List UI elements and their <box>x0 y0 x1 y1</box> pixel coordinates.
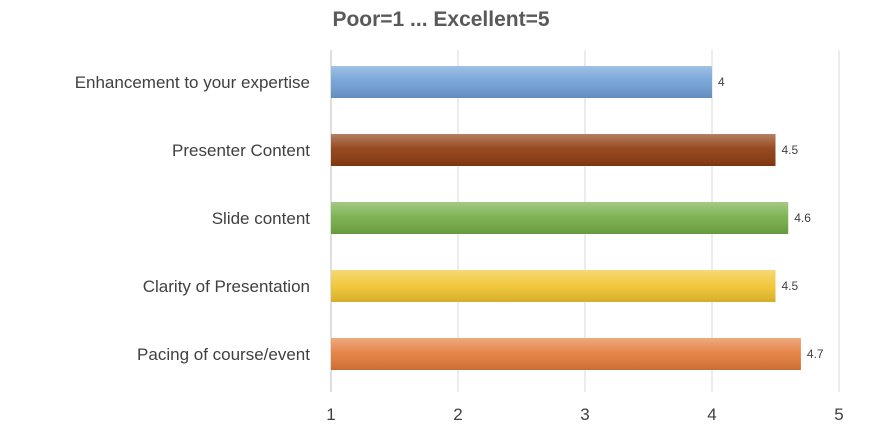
labels: 1 2 3 4 5 Enhancement to your expertise 4 Prese… <box>75 73 844 424</box>
bar-highlight <box>331 338 801 370</box>
data-label: 4.7 <box>807 347 824 361</box>
x-tick-label: 2 <box>453 405 462 424</box>
category-label: Presenter Content <box>172 141 310 160</box>
category-label: Clarity of Presentation <box>143 277 310 296</box>
bar-highlight <box>331 202 789 234</box>
data-label: 4.6 <box>794 211 811 225</box>
bar-highlight <box>331 66 712 98</box>
x-tick-label: 4 <box>707 405 716 424</box>
x-tick-label: 5 <box>834 405 843 424</box>
category-label: Pacing of course/event <box>137 345 310 364</box>
bar-highlight <box>331 134 776 166</box>
category-label: Enhancement to your expertise <box>75 73 310 92</box>
bars <box>331 66 801 370</box>
data-label: 4.5 <box>782 143 799 157</box>
data-label: 4 <box>718 75 725 89</box>
category-label: Slide content <box>212 209 311 228</box>
bar-highlight <box>331 270 776 302</box>
x-tick-label: 1 <box>326 405 335 424</box>
chart-title: Poor=1 ... Excellent=5 <box>332 8 550 31</box>
x-tick-label: 3 <box>580 405 589 424</box>
data-label: 4.5 <box>782 279 799 293</box>
